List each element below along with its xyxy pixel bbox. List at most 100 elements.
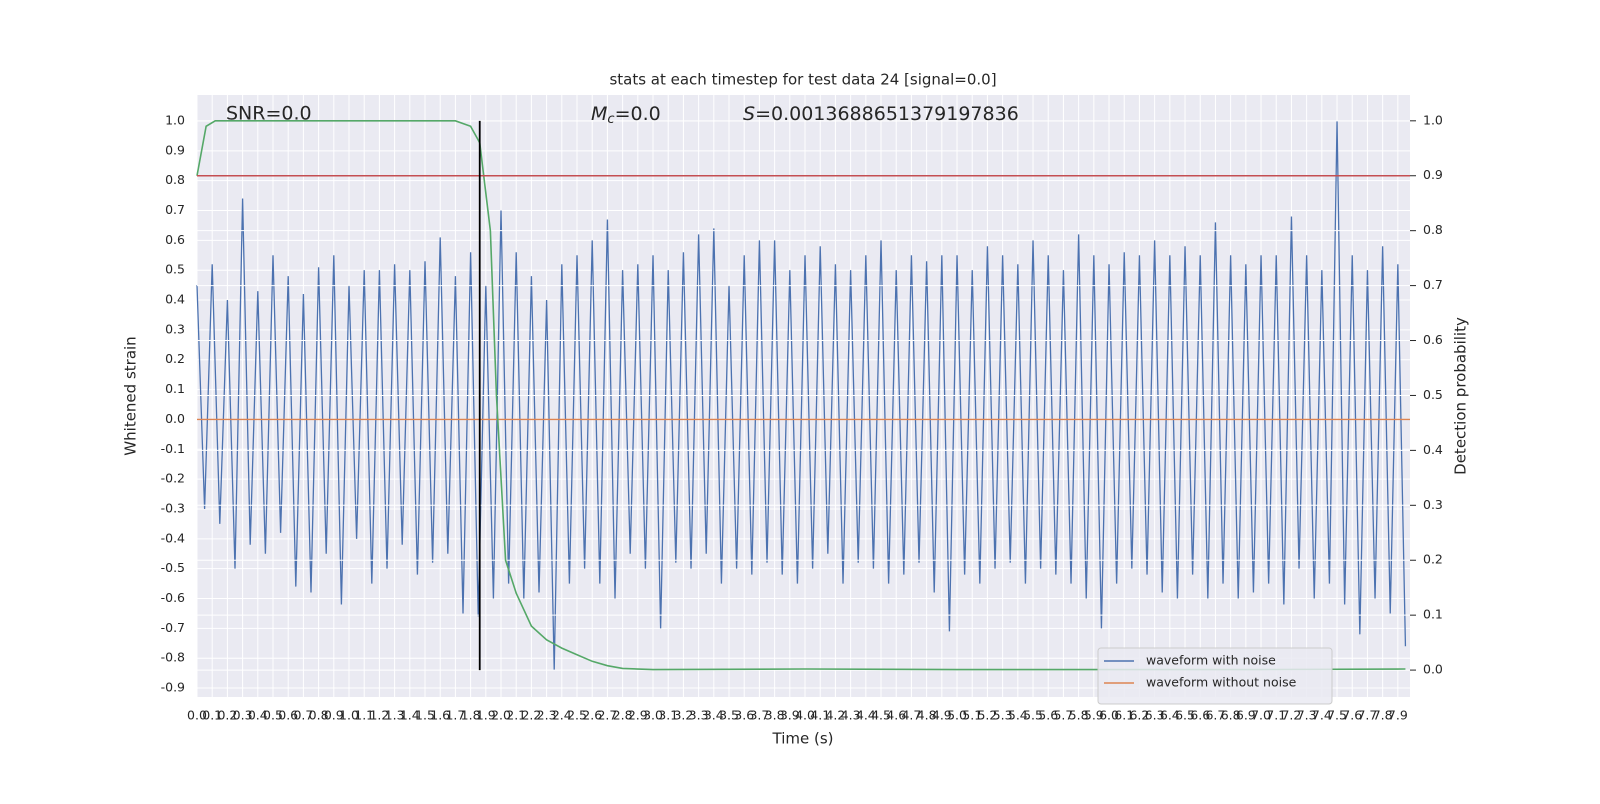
x-tick-label: 0.3 xyxy=(233,708,253,723)
y2-tick-label: 0.8 xyxy=(1423,222,1443,237)
x-tick-label: 7.9 xyxy=(1388,708,1408,723)
x-tick-label: 7.6 xyxy=(1342,708,1362,723)
x-tick-label: 6.4 xyxy=(1160,708,1180,723)
y2-tick-label: 0.3 xyxy=(1423,497,1443,512)
y-tick-label: 0.2 xyxy=(165,351,185,366)
x-tick-label: 6.2 xyxy=(1129,708,1149,723)
x-tick-label: 2.1 xyxy=(506,708,526,723)
y-tick-label: -0.1 xyxy=(161,441,185,456)
y-tick-label: 0.3 xyxy=(165,321,185,336)
x-tick-label: 5.5 xyxy=(1023,708,1043,723)
x-tick-label: 3.5 xyxy=(719,708,739,723)
x-tick-label: 3.3 xyxy=(689,708,709,723)
x-tick-label: 5.4 xyxy=(1008,708,1028,723)
x-tick-label: 5.7 xyxy=(1053,708,1073,723)
y-tick-label: 0.8 xyxy=(165,172,185,187)
x-tick-label: 1.6 xyxy=(430,708,450,723)
y-tick-label: -0.3 xyxy=(161,500,185,515)
x-tick-label: 6.6 xyxy=(1190,708,1210,723)
legend-label: waveform with noise xyxy=(1146,653,1276,668)
x-tick-label: 3.1 xyxy=(658,708,678,723)
x-tick-label: 1.9 xyxy=(476,708,496,723)
x-tick-label: 5.1 xyxy=(962,708,982,723)
x-tick-label: 0.1 xyxy=(202,708,222,723)
x-tick-label: 2.9 xyxy=(628,708,648,723)
y2-tick-label: 0.0 xyxy=(1423,662,1443,677)
series-line xyxy=(196,120,1406,671)
x-tick-label: 2.0 xyxy=(491,708,511,723)
x-tick-label: 6.7 xyxy=(1205,708,1225,723)
s-symbol: S xyxy=(743,103,755,125)
x-tick-label: 6.0 xyxy=(1099,708,1119,723)
x-tick-label: 2.6 xyxy=(582,708,602,723)
y2-tick-label: 0.4 xyxy=(1423,442,1443,457)
x-tick-label: 2.5 xyxy=(567,708,587,723)
x-tick-label: 7.2 xyxy=(1281,708,1301,723)
y-axis-label: Whitened strain xyxy=(122,336,140,455)
legend-label: waveform without noise xyxy=(1146,675,1297,690)
x-tick-label: 6.5 xyxy=(1175,708,1195,723)
x-tick-label: 7.7 xyxy=(1357,708,1377,723)
x-tick-label: 1.2 xyxy=(369,708,389,723)
mc-subscript: c xyxy=(607,112,614,127)
x-tick-label: 5.2 xyxy=(977,708,997,723)
x-tick-label: 4.5 xyxy=(871,708,891,723)
x-tick-label: 2.2 xyxy=(521,708,541,723)
x-tick-label: 0.8 xyxy=(309,708,329,723)
x-tick-label: 4.9 xyxy=(932,708,952,723)
y2-tick-label: 0.2 xyxy=(1423,552,1443,567)
x-tick-label: 4.8 xyxy=(917,708,937,723)
x-tick-label: 5.6 xyxy=(1038,708,1058,723)
x-tick-label: 5.8 xyxy=(1069,708,1089,723)
data xyxy=(196,120,1410,671)
x-tick-label: 4.2 xyxy=(825,708,845,723)
data-y2 xyxy=(196,120,1410,671)
x-tick-label: 1.8 xyxy=(461,708,481,723)
s-text: =0.0013688651379197836 xyxy=(755,103,1019,125)
mc-text: =0.0 xyxy=(615,103,661,125)
x-tick-label: 2.4 xyxy=(552,708,572,723)
x-tick-label: 6.1 xyxy=(1114,708,1134,723)
y-tick-label: -0.7 xyxy=(161,620,185,635)
y-tick-label: -0.8 xyxy=(161,650,185,665)
legend-box xyxy=(1097,647,1333,705)
tick-labels: 0.00.10.20.30.40.50.60.70.80.91.01.11.21… xyxy=(161,112,1443,722)
x-tick-label: 0.6 xyxy=(278,708,298,723)
x-tick-label: 7.3 xyxy=(1297,708,1317,723)
x-tick-label: 5.3 xyxy=(993,708,1013,723)
x-tick-label: 4.3 xyxy=(841,708,861,723)
annotation-s: S=0.0013688651379197836 xyxy=(743,103,1019,125)
x-tick-label: 1.7 xyxy=(445,708,465,723)
x-tick-label: 2.3 xyxy=(537,708,557,723)
x-tick-label: 7.1 xyxy=(1266,708,1286,723)
y-tick-label: -0.6 xyxy=(161,590,185,605)
x-tick-label: 1.1 xyxy=(354,708,374,723)
x-tick-label: 0.9 xyxy=(324,708,344,723)
x-tick-label: 7.4 xyxy=(1312,708,1332,723)
x-tick-label: 1.4 xyxy=(400,708,420,723)
x-tick-label: 4.7 xyxy=(901,708,921,723)
y-tick-label: -0.9 xyxy=(161,680,185,695)
annotation-snr: SNR=0.0 xyxy=(226,103,312,125)
x-tick-label: 4.1 xyxy=(810,708,830,723)
x-tick-label: 3.8 xyxy=(765,708,785,723)
y-tick-label: -0.2 xyxy=(161,471,185,486)
grid xyxy=(196,95,1410,697)
x-tick-label: 3.6 xyxy=(734,708,754,723)
x-tick-label: 2.7 xyxy=(597,708,617,723)
y-tick-label: 0.7 xyxy=(165,202,185,217)
x-tick-label: 7.5 xyxy=(1327,708,1347,723)
x-tick-label: 3.4 xyxy=(704,708,724,723)
y2-tick-label: 0.7 xyxy=(1423,277,1443,292)
y2-tick-label: 0.5 xyxy=(1423,387,1443,402)
y-tick-label: 0.9 xyxy=(165,142,185,157)
y-tick-label: 0.4 xyxy=(165,292,185,307)
x-axis-label: Time (s) xyxy=(772,730,834,748)
legend: waveform with noise waveform without nois… xyxy=(1097,647,1333,705)
x-tick-label: 0.4 xyxy=(248,708,268,723)
mc-symbol: M xyxy=(591,103,607,125)
chart-title: stats at each timestep for test data 24 … xyxy=(609,71,996,89)
x-tick-label: 7.0 xyxy=(1251,708,1271,723)
y2-tick-label: 0.1 xyxy=(1423,607,1443,622)
y-tick-label: 0.0 xyxy=(165,411,185,426)
